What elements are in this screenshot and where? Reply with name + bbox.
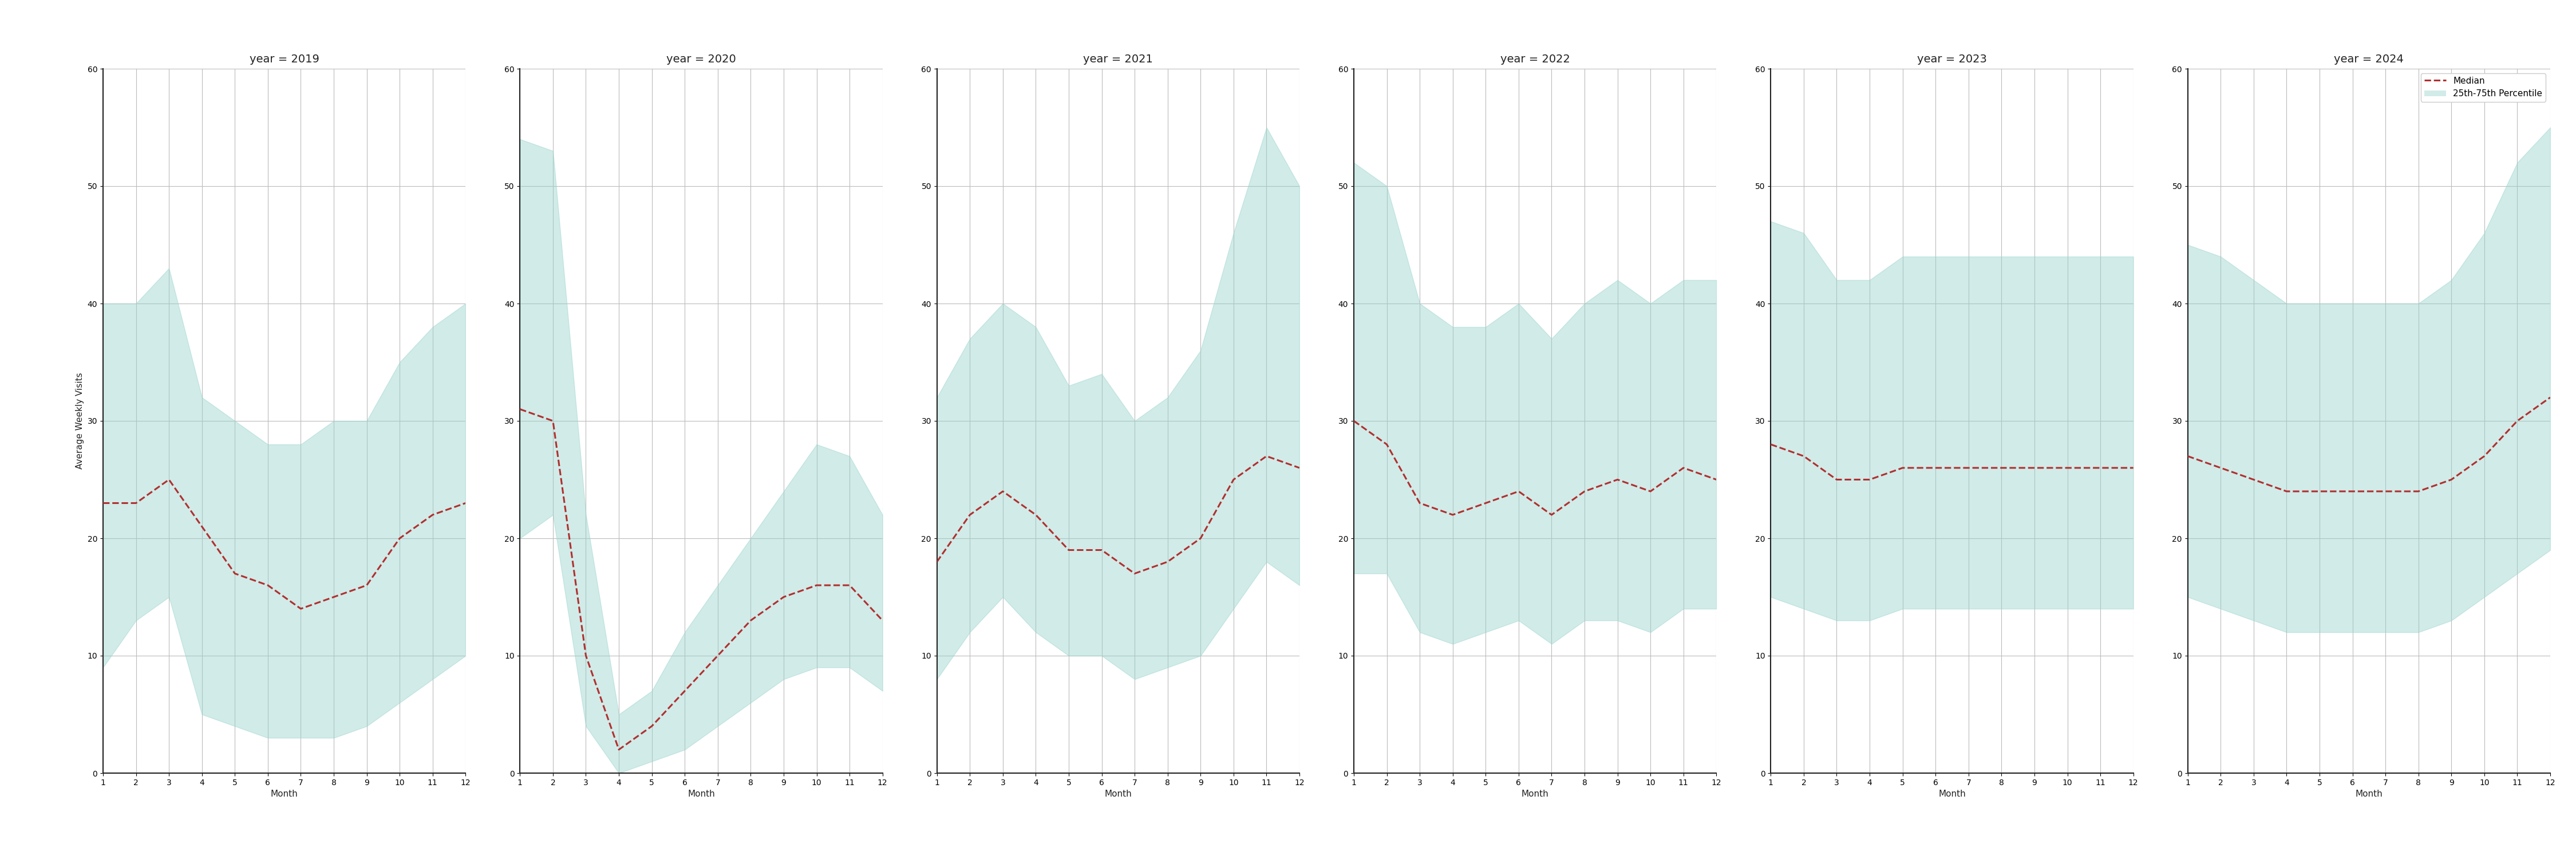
Median [2205,463,2236,473]
Median [88,498,118,509]
Median [1437,509,1468,520]
Median [603,745,634,755]
Title: year = 2022: year = 2022 [1499,54,1569,64]
Title: year = 2021: year = 2021 [1084,54,1154,64]
Median [953,509,984,520]
Median [1054,545,1084,555]
Median [1504,486,1535,497]
Median [1888,463,1919,473]
Median [384,533,415,544]
Title: year = 2019: year = 2019 [250,54,319,64]
Median [1471,498,1502,509]
Median [1404,498,1435,509]
X-axis label: Month: Month [270,790,299,799]
Median [1569,486,1600,497]
Median [1151,557,1182,567]
Median [2272,486,2303,497]
Median [1252,451,1283,461]
Median [1855,474,1886,484]
X-axis label: Month: Month [688,790,716,799]
Title: year = 2020: year = 2020 [667,54,737,64]
X-axis label: Month: Month [1522,790,1548,799]
Median [1636,486,1667,497]
Median [1185,533,1216,544]
Median [1087,545,1118,555]
Median [1821,474,1852,484]
Title: year = 2023: year = 2023 [1917,54,1986,64]
X-axis label: Month: Month [1937,790,1965,799]
Title: year = 2024: year = 2024 [2334,54,2403,64]
Line: Median: Median [1770,444,2133,479]
Median [2239,474,2269,484]
Line: Median: Median [1355,421,1716,515]
Median [670,685,701,696]
Median [1700,474,1731,484]
Median [417,509,448,520]
Median [2403,486,2434,497]
Median [2336,486,2367,497]
Y-axis label: Average Weekly Visits: Average Weekly Visits [75,373,85,469]
Median [2535,393,2566,403]
Median [1283,463,1314,473]
Median [505,404,536,414]
Median [1953,463,1984,473]
Median [768,592,799,602]
Median [2117,463,2148,473]
Median [801,580,832,590]
Median [1602,474,1633,484]
Median [2501,416,2532,426]
Median [252,580,283,590]
Median [1020,509,1051,520]
Median [185,521,216,532]
Median [2020,463,2050,473]
Median [1669,463,1700,473]
Median [286,604,317,614]
Median [219,569,250,579]
Median [2468,451,2499,461]
Median [835,580,866,590]
Median [703,650,734,661]
Median [1788,451,1819,461]
X-axis label: Month: Month [2354,790,2383,799]
Median [155,474,185,484]
Median [569,650,600,661]
Median [636,721,667,731]
Median [1118,569,1149,579]
Median [922,557,953,567]
Median [2084,463,2115,473]
Line: Median: Median [2187,398,2550,491]
Median [538,416,569,426]
Line: Median: Median [520,409,884,750]
Median [350,580,381,590]
Median [1340,416,1370,426]
Median [121,498,152,509]
Legend: Median, 25th-75th Percentile: Median, 25th-75th Percentile [2421,73,2545,101]
Line: Median: Median [103,479,466,609]
Median [1535,509,1566,520]
Median [319,592,350,602]
Median [2437,474,2468,484]
Median [1919,463,1950,473]
Median [1370,439,1401,449]
Median [2370,486,2401,497]
Median [2303,486,2334,497]
Median [868,615,899,625]
Median [987,486,1018,497]
Line: Median: Median [938,456,1298,574]
X-axis label: Month: Month [1105,790,1131,799]
Median [451,498,482,509]
Median [2172,451,2202,461]
Median [734,615,765,625]
Median [1218,474,1249,484]
Median [2053,463,2084,473]
Median [1986,463,2017,473]
Median [1754,439,1785,449]
